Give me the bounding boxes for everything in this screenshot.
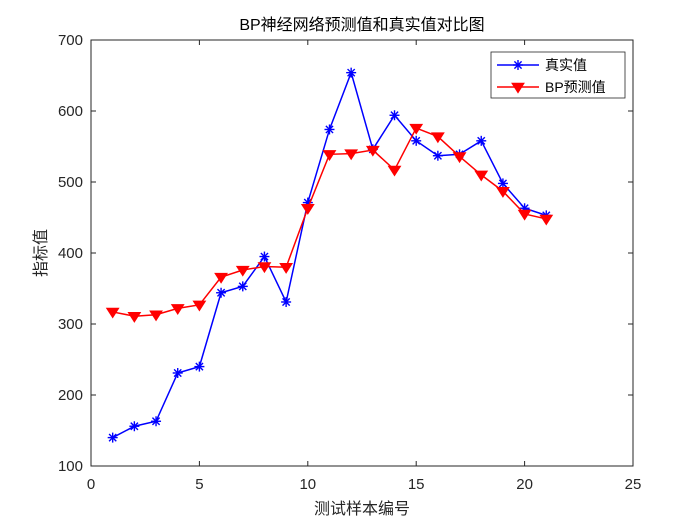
x-tick-label: 5 xyxy=(195,476,203,493)
series-1-point-7 xyxy=(237,281,248,292)
y-tick-label: 600 xyxy=(58,103,83,120)
legend-marker-true-symbol xyxy=(513,60,523,70)
series-1-point-9 xyxy=(281,296,292,307)
series-2-point-19 xyxy=(496,187,510,198)
series-2-point-3 xyxy=(149,310,163,322)
series-2-point-12 xyxy=(344,149,359,161)
series-1-point-2 xyxy=(129,421,140,432)
plot-area xyxy=(91,40,633,466)
series-1-point-11 xyxy=(324,124,335,135)
series-2-point-8 xyxy=(257,262,272,274)
y-tick-label: 200 xyxy=(58,387,83,404)
y-axis-label: 指标值 xyxy=(32,229,50,277)
legend-box xyxy=(490,51,626,99)
series-2-point-7 xyxy=(235,265,250,277)
legend-label-pred: BP预测值 xyxy=(545,79,606,95)
series-2 xyxy=(105,123,554,323)
legend-marker-true xyxy=(513,60,523,70)
series-2-point-9 xyxy=(279,262,294,274)
series-2-point-6 xyxy=(214,272,228,284)
series-2-point-13 xyxy=(365,145,380,157)
series-1-point-14 xyxy=(389,110,400,121)
x-tick-label: 15 xyxy=(408,476,425,493)
series-2-point-10 xyxy=(300,204,315,215)
series-2-point-4 xyxy=(170,304,185,316)
legend-label-true: 真实值 xyxy=(545,57,587,73)
series-2-point-20 xyxy=(517,209,532,221)
series-2-point-21 xyxy=(539,214,554,226)
y-tick-label: 700 xyxy=(58,32,83,49)
series-2-point-18 xyxy=(474,170,489,182)
series-1-point-18 xyxy=(476,135,487,146)
legend-marker-pred-symbol xyxy=(511,82,525,94)
x-axis-label: 测试样本编号 xyxy=(314,500,410,518)
x-tick-label: 20 xyxy=(516,476,533,493)
series-1-point-1 xyxy=(107,432,118,443)
series-1-point-12 xyxy=(346,67,357,78)
chart-title: BP神经网络预测值和真实值对比图 xyxy=(239,15,484,34)
series-1-point-15 xyxy=(411,135,422,146)
legend-marker-pred xyxy=(511,82,525,94)
y-tick-label: 500 xyxy=(58,174,83,191)
legend: 真实值 BP预测值 xyxy=(490,51,626,99)
series-2-point-5 xyxy=(192,300,207,312)
series-1-point-16 xyxy=(432,150,443,161)
x-tick-label: 10 xyxy=(299,476,316,493)
series-1-point-5 xyxy=(194,361,205,372)
x-tick-label: 0 xyxy=(87,476,95,493)
series-2-point-16 xyxy=(430,132,445,144)
series-2-point-17 xyxy=(452,152,467,164)
series-1-point-19 xyxy=(497,178,508,189)
series-2-point-14 xyxy=(387,165,402,177)
series-2-point-1 xyxy=(105,307,120,319)
y-tick-label: 300 xyxy=(58,316,83,333)
y-tick-label: 400 xyxy=(58,245,83,262)
series-2-point-2 xyxy=(127,311,142,323)
series-1-point-3 xyxy=(151,416,162,427)
x-tick-label: 25 xyxy=(625,476,642,493)
y-tick-label: 100 xyxy=(58,458,83,475)
series-1-point-6 xyxy=(216,287,227,298)
series-1-point-4 xyxy=(172,367,183,378)
series-1-point-8 xyxy=(259,251,270,262)
series-layer xyxy=(105,67,554,443)
ticks-layer: 0 5 10 15 20 25 100 200 300 400 500 600 700 xyxy=(58,32,641,493)
series-2-point-11 xyxy=(322,150,337,161)
series-2-point-15 xyxy=(409,123,424,135)
